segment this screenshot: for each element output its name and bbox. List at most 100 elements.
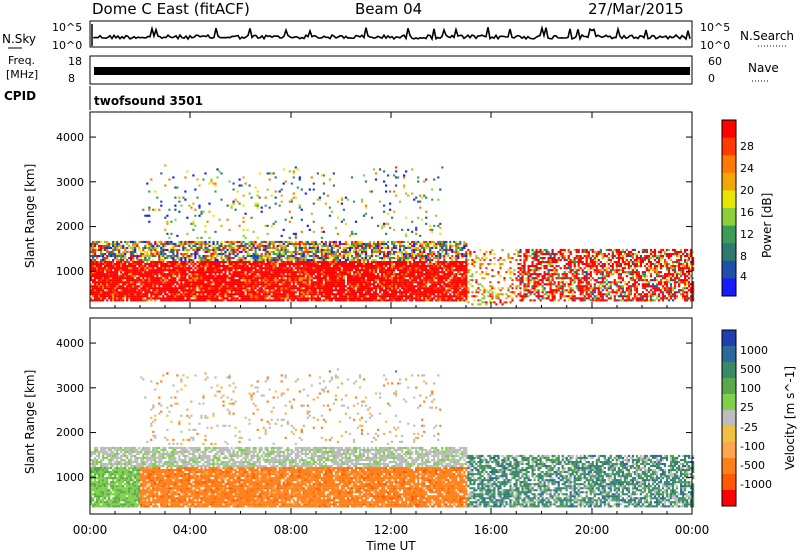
power-cell [359, 281, 361, 283]
power-cell [433, 287, 435, 289]
power-cell [363, 249, 365, 251]
power-cell [405, 217, 407, 219]
power-cell [104, 283, 106, 285]
power-cell [178, 285, 180, 287]
power-cell [208, 283, 210, 285]
power-cell [421, 273, 423, 275]
power-cell [275, 257, 277, 259]
power-cell [245, 183, 247, 185]
power-cell [192, 271, 194, 273]
power-cell [441, 166, 443, 168]
power-cell [365, 207, 367, 209]
power-cell [122, 299, 124, 301]
power-cell [130, 241, 132, 243]
power-cell [435, 215, 437, 217]
power-cell [423, 275, 425, 277]
power-cell [443, 295, 445, 297]
power-cell [279, 243, 281, 245]
power-cell [291, 201, 293, 203]
power-cell [142, 293, 144, 295]
power-cell [309, 271, 311, 273]
power-cell [122, 253, 124, 255]
power-cell [309, 263, 311, 265]
power-cell [285, 253, 287, 255]
power-cell [162, 275, 164, 277]
power-cell [98, 261, 100, 263]
power-cell [134, 243, 136, 245]
power-cell [216, 271, 218, 273]
power-cell [208, 243, 210, 245]
power-cell [325, 295, 327, 297]
power-cell [218, 271, 220, 273]
power-cell [317, 299, 319, 301]
power-cell [102, 269, 104, 271]
power-cell [134, 285, 136, 287]
power-cell [239, 267, 241, 269]
power-cell [267, 243, 269, 245]
power-cell [399, 269, 401, 271]
power-cell [255, 271, 257, 273]
power-cell [160, 293, 162, 295]
power-cell [116, 257, 118, 259]
power-cell [271, 281, 273, 283]
power-cell [259, 275, 261, 277]
power-cell [108, 243, 110, 245]
power-cell [359, 271, 361, 273]
power-cell [375, 281, 377, 283]
power-cell [237, 273, 239, 275]
power-cell [419, 259, 421, 261]
power-cell [269, 207, 271, 209]
power-cell [255, 203, 257, 205]
power-cell [261, 271, 263, 273]
power-cell [401, 279, 403, 281]
power-cell [160, 289, 162, 291]
power-cell [379, 275, 381, 277]
power-cell [174, 265, 176, 267]
power-cell [172, 251, 174, 253]
power-cell [210, 261, 212, 263]
nsearch-label: N.Search [740, 29, 794, 43]
power-cell [327, 255, 329, 257]
power-cell [379, 243, 381, 245]
power-cell [200, 259, 202, 261]
power-cell [407, 267, 409, 269]
power-cell [188, 243, 190, 245]
power-cell [359, 287, 361, 289]
power-cell [162, 267, 164, 269]
power-cell [333, 253, 335, 255]
power-cell [447, 275, 449, 277]
power-cell [146, 215, 148, 217]
power-cell [335, 257, 337, 259]
power-cell [170, 271, 172, 273]
power-cell [233, 295, 235, 297]
power-cell [431, 281, 433, 283]
date-title: 27/Mar/2015 [588, 0, 684, 18]
power-cell [403, 277, 405, 279]
power-cell [198, 247, 200, 249]
power-cell [295, 233, 297, 235]
power-cell [281, 283, 283, 285]
power-cell [128, 261, 130, 263]
power-cell [126, 287, 128, 289]
power-cell [309, 259, 311, 261]
power-cell [431, 299, 433, 301]
power-cell [114, 269, 116, 271]
power-cell [357, 257, 359, 259]
power-cell [449, 243, 451, 245]
power-cell [343, 253, 345, 255]
power-cell [206, 221, 208, 223]
power-cell [144, 295, 146, 297]
power-cell [130, 275, 132, 277]
power-cell [152, 271, 154, 273]
power-cell [214, 249, 216, 251]
power-cell [190, 299, 192, 301]
power-cell [311, 271, 313, 273]
power-cell [156, 279, 158, 281]
power-cell [339, 281, 341, 283]
power-cell [196, 261, 198, 263]
power-cell [351, 269, 353, 271]
power-cell [423, 291, 425, 293]
power-cell [128, 265, 130, 267]
power-cell [321, 249, 323, 251]
power-cell [311, 287, 313, 289]
